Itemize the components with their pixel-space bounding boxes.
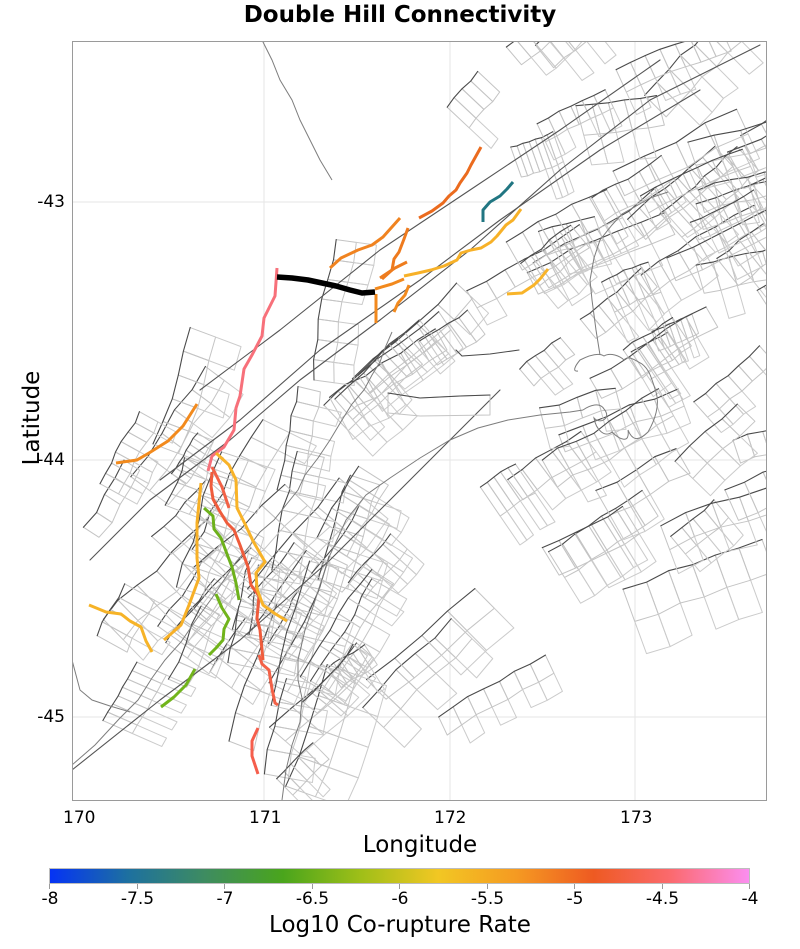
double-hill-fault-trace <box>276 274 376 296</box>
x-axis-label: Longitude <box>362 832 478 858</box>
co-rupture-fault-r5 <box>250 727 260 775</box>
colorbar-tick <box>49 884 50 889</box>
y-axis-label: Latitude <box>19 370 45 466</box>
x-tick-label: 171 <box>249 808 282 828</box>
x-tick-label: 172 <box>434 808 467 828</box>
map-plot-area[interactable] <box>72 41 767 801</box>
co-rupture-fault-r6 <box>214 451 288 623</box>
co-rupture-fault-r3 <box>210 466 231 509</box>
colorbar-tick <box>661 884 663 889</box>
co-rupture-fault-r11 <box>207 593 231 657</box>
fault-map <box>73 42 766 800</box>
colorbar-tick-label: -6 <box>391 889 409 909</box>
co-rupture-fault-r13 <box>328 216 402 270</box>
colorbar-tick-label: -8 <box>41 889 59 909</box>
co-rupture-fault-r1 <box>206 267 279 472</box>
y-tick-label: -43 <box>37 192 65 212</box>
colorbar-tick-label: -5.5 <box>470 889 505 909</box>
co-rupture-fault-r20 <box>418 146 483 220</box>
colorbar-tick <box>311 884 313 889</box>
co-rupture-fault-r8 <box>88 603 154 653</box>
background-fault-network <box>73 42 766 800</box>
colorbar-tick-label: -4 <box>741 889 759 909</box>
colorbar-tick <box>486 884 488 889</box>
colorbar-tick <box>574 884 575 889</box>
co-rupture-fault-r19 <box>403 208 523 278</box>
colorbar-tick-label: -7 <box>216 889 234 909</box>
co-rupture-fault-r2 <box>209 471 265 661</box>
colorbar-title: Log10 Co-rupture Rate <box>269 912 531 938</box>
co-rupture-fault-r21 <box>481 181 515 222</box>
y-tick-label: -44 <box>37 450 65 470</box>
colorbar-tick <box>399 884 400 889</box>
co-rupture-fault-r22 <box>506 268 550 296</box>
co-rupture-traces <box>88 146 550 775</box>
co-rupture-fault-r9 <box>115 403 199 465</box>
coastline <box>73 42 669 800</box>
x-tick-label: 170 <box>63 808 96 828</box>
y-tick-label: -45 <box>37 707 65 727</box>
co-rupture-fault-r16 <box>374 277 405 291</box>
colorbar-tick-label: -7.5 <box>120 889 155 909</box>
co-rupture-fault-r7 <box>163 482 203 642</box>
co-rupture-fault-r10 <box>203 506 241 601</box>
co-rupture-fault-r12 <box>160 668 197 709</box>
co-rupture-fault-r15 <box>379 260 408 280</box>
co-rupture-fault-r4 <box>257 654 279 707</box>
co-rupture-fault-r18 <box>392 284 411 313</box>
colorbar-tick-label: -5 <box>566 889 584 909</box>
colorbar-tick <box>224 884 225 889</box>
colorbar-tick <box>749 884 750 889</box>
x-tick-label: 173 <box>620 808 653 828</box>
colorbar-tick-label: -4.5 <box>645 889 680 909</box>
colorbar-gradient <box>49 868 750 884</box>
colorbar-tick <box>136 884 138 889</box>
colorbar-tick-label: -6.5 <box>295 889 330 909</box>
chart-title: Double Hill Connectivity <box>243 2 557 28</box>
